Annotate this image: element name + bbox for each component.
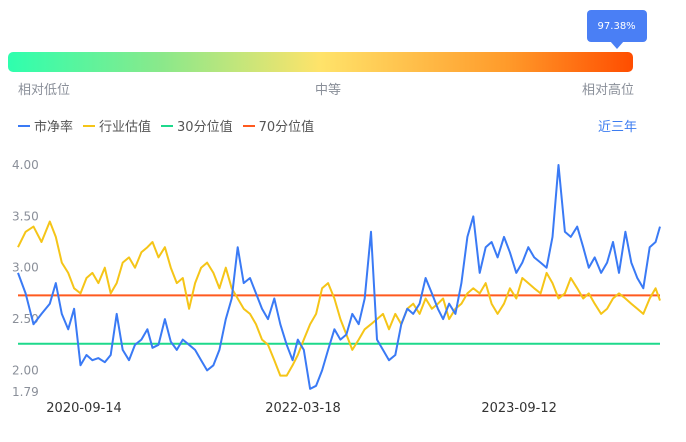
x-tick-label: 2022-03-18 (265, 401, 341, 416)
series-line-industry (17, 220, 661, 377)
gauge-high-label: 相对高位 (582, 83, 635, 98)
percentile-gauge-bar (8, 52, 633, 72)
legend-label-p70: 70分位值 (258, 120, 315, 135)
percentile-tooltip: 97.38% (586, 10, 647, 42)
legend-swatch-p30 (161, 124, 174, 127)
chart-legend: 市净率 行业估值 30分位值 70分位值 (18, 116, 324, 135)
legend-swatch-pb (18, 124, 30, 127)
y-tick-label: 3.50 (12, 209, 39, 223)
tooltip-value: 97.38% (597, 20, 636, 32)
legend-item-industry[interactable]: 行业估值 (83, 116, 151, 135)
gauge-low-label: 相对低位 (18, 83, 71, 98)
legend-label-pb: 市净率 (34, 120, 74, 135)
legend-item-pb[interactable]: 市净率 (18, 116, 73, 135)
y-tick-label: 2.00 (12, 363, 39, 377)
y-tick-label: 1.79 (12, 385, 39, 399)
legend-label-industry: 行业估值 (99, 120, 152, 135)
y-tick-label: 3.00 (12, 261, 39, 275)
legend-swatch-industry (83, 124, 96, 127)
series-line-pb (17, 164, 661, 390)
gauge-mid-label: 中等 (315, 83, 342, 98)
tooltip-arrow-icon (609, 41, 624, 49)
legend-item-p70[interactable]: 70分位值 (242, 116, 315, 135)
legend-item-p30[interactable]: 30分位值 (161, 116, 233, 135)
y-tick-label: 4.00 (12, 158, 39, 172)
x-tick-label: 2023-09-12 (481, 401, 557, 416)
legend-label-p30: 30分位值 (177, 120, 233, 135)
period-selector[interactable]: 近三年 (598, 120, 638, 135)
legend-swatch-p70 (242, 124, 255, 127)
x-tick-label: 2020-09-14 (46, 401, 122, 416)
